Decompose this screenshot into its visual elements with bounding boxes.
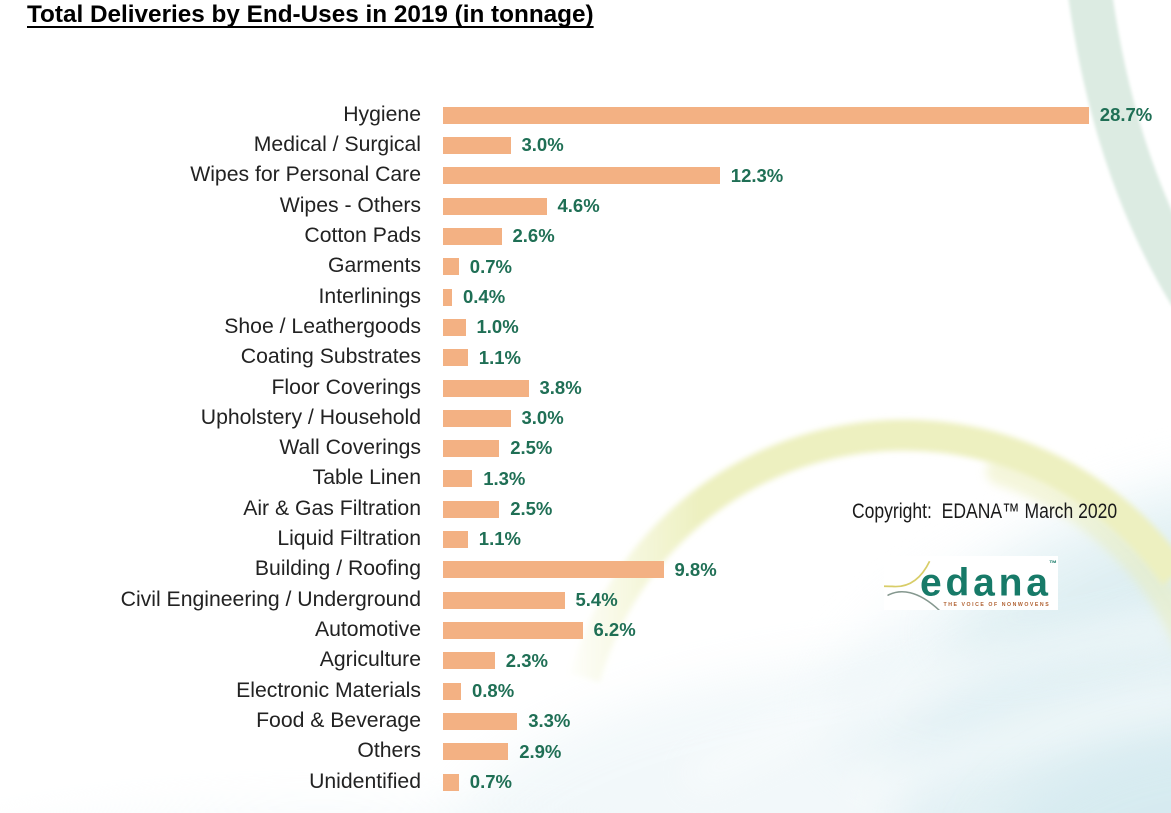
svg-text:™: ™ bbox=[1049, 559, 1057, 568]
svg-text:edana: edana bbox=[920, 562, 1052, 605]
svg-text:THE VOICE OF NONWOVENS: THE VOICE OF NONWOVENS bbox=[944, 602, 1051, 608]
